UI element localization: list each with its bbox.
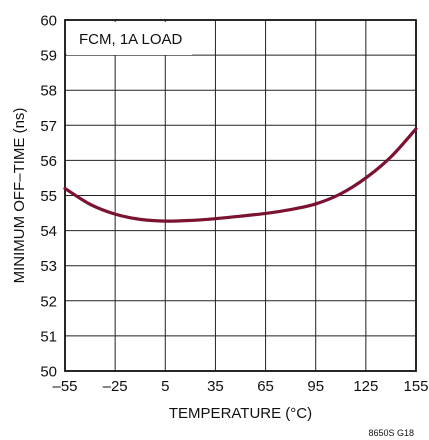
- x-axis-label: TEMPERATURE (°C): [169, 405, 312, 422]
- y-tick-labels: 50 51 52 53 54 55 56 57 58 59 60: [40, 13, 57, 381]
- x-tick-label: 95: [307, 378, 324, 395]
- y-tick-label: 60: [40, 13, 57, 30]
- y-tick-label: 56: [40, 153, 57, 170]
- plot-frame: [64, 19, 417, 372]
- x-tick-label: –55: [52, 378, 77, 395]
- figure-code: 8650S G18: [368, 428, 414, 438]
- y-tick-label: 50: [40, 364, 57, 381]
- x-tick-label: 5: [161, 378, 169, 395]
- x-tick-label: 155: [403, 378, 428, 395]
- grid: [65, 20, 416, 371]
- y-tick-label: 53: [40, 258, 57, 275]
- x-tick-label: 125: [353, 378, 378, 395]
- chart-annotation: FCM, 1A LOAD: [79, 31, 183, 48]
- y-tick-label: 59: [40, 48, 57, 65]
- annotation-box: [67, 22, 192, 55]
- y-tick-label: 51: [40, 328, 57, 345]
- y-tick-label: 54: [40, 223, 57, 240]
- x-tick-label: 35: [207, 378, 224, 395]
- y-tick-label: 55: [40, 188, 57, 205]
- y-tick-label: 52: [40, 293, 57, 310]
- y-tick-label: 58: [40, 83, 57, 100]
- x-tick-labels: –55 –25 5 35 65 95 125 155: [52, 378, 428, 395]
- y-tick-label: 57: [40, 118, 57, 135]
- series-line: [63, 127, 418, 223]
- y-axis-label: MINIMUM OFF–TIME (ns): [11, 108, 28, 284]
- x-tick-label: 65: [257, 378, 274, 395]
- series-layer: [63, 127, 418, 223]
- x-tick-label: –25: [103, 378, 128, 395]
